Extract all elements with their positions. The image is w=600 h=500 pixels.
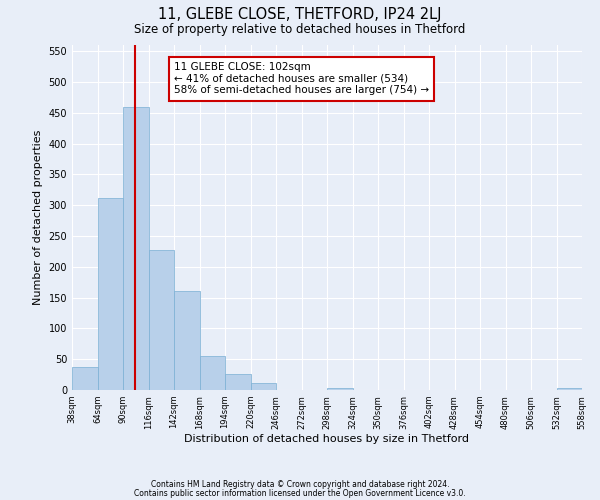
Bar (199, 356, 225, 390)
Text: Contains public sector information licensed under the Open Government Licence v3: Contains public sector information licen… (134, 488, 466, 498)
Bar (97, 198, 123, 390)
Bar (225, 374, 251, 390)
Bar (174, 292, 199, 390)
Text: 11, GLEBE CLOSE, THETFORD, IP24 2LJ: 11, GLEBE CLOSE, THETFORD, IP24 2LJ (158, 8, 442, 22)
X-axis label: Distribution of detached houses by size in Thetford: Distribution of detached houses by size … (185, 434, 470, 444)
Bar (327, 388, 353, 390)
Bar (251, 382, 276, 390)
Text: 11 GLEBE CLOSE: 102sqm
← 41% of detached houses are smaller (534)
58% of semi-de: 11 GLEBE CLOSE: 102sqm ← 41% of detached… (174, 62, 429, 96)
Bar (557, 388, 582, 390)
Text: Contains HM Land Registry data © Crown copyright and database right 2024.: Contains HM Land Registry data © Crown c… (151, 480, 449, 489)
Text: Size of property relative to detached houses in Thetford: Size of property relative to detached ho… (134, 22, 466, 36)
Bar (149, 250, 174, 390)
Y-axis label: Number of detached properties: Number of detached properties (33, 130, 43, 305)
Bar (72, 366, 97, 390)
Bar (123, 107, 149, 390)
